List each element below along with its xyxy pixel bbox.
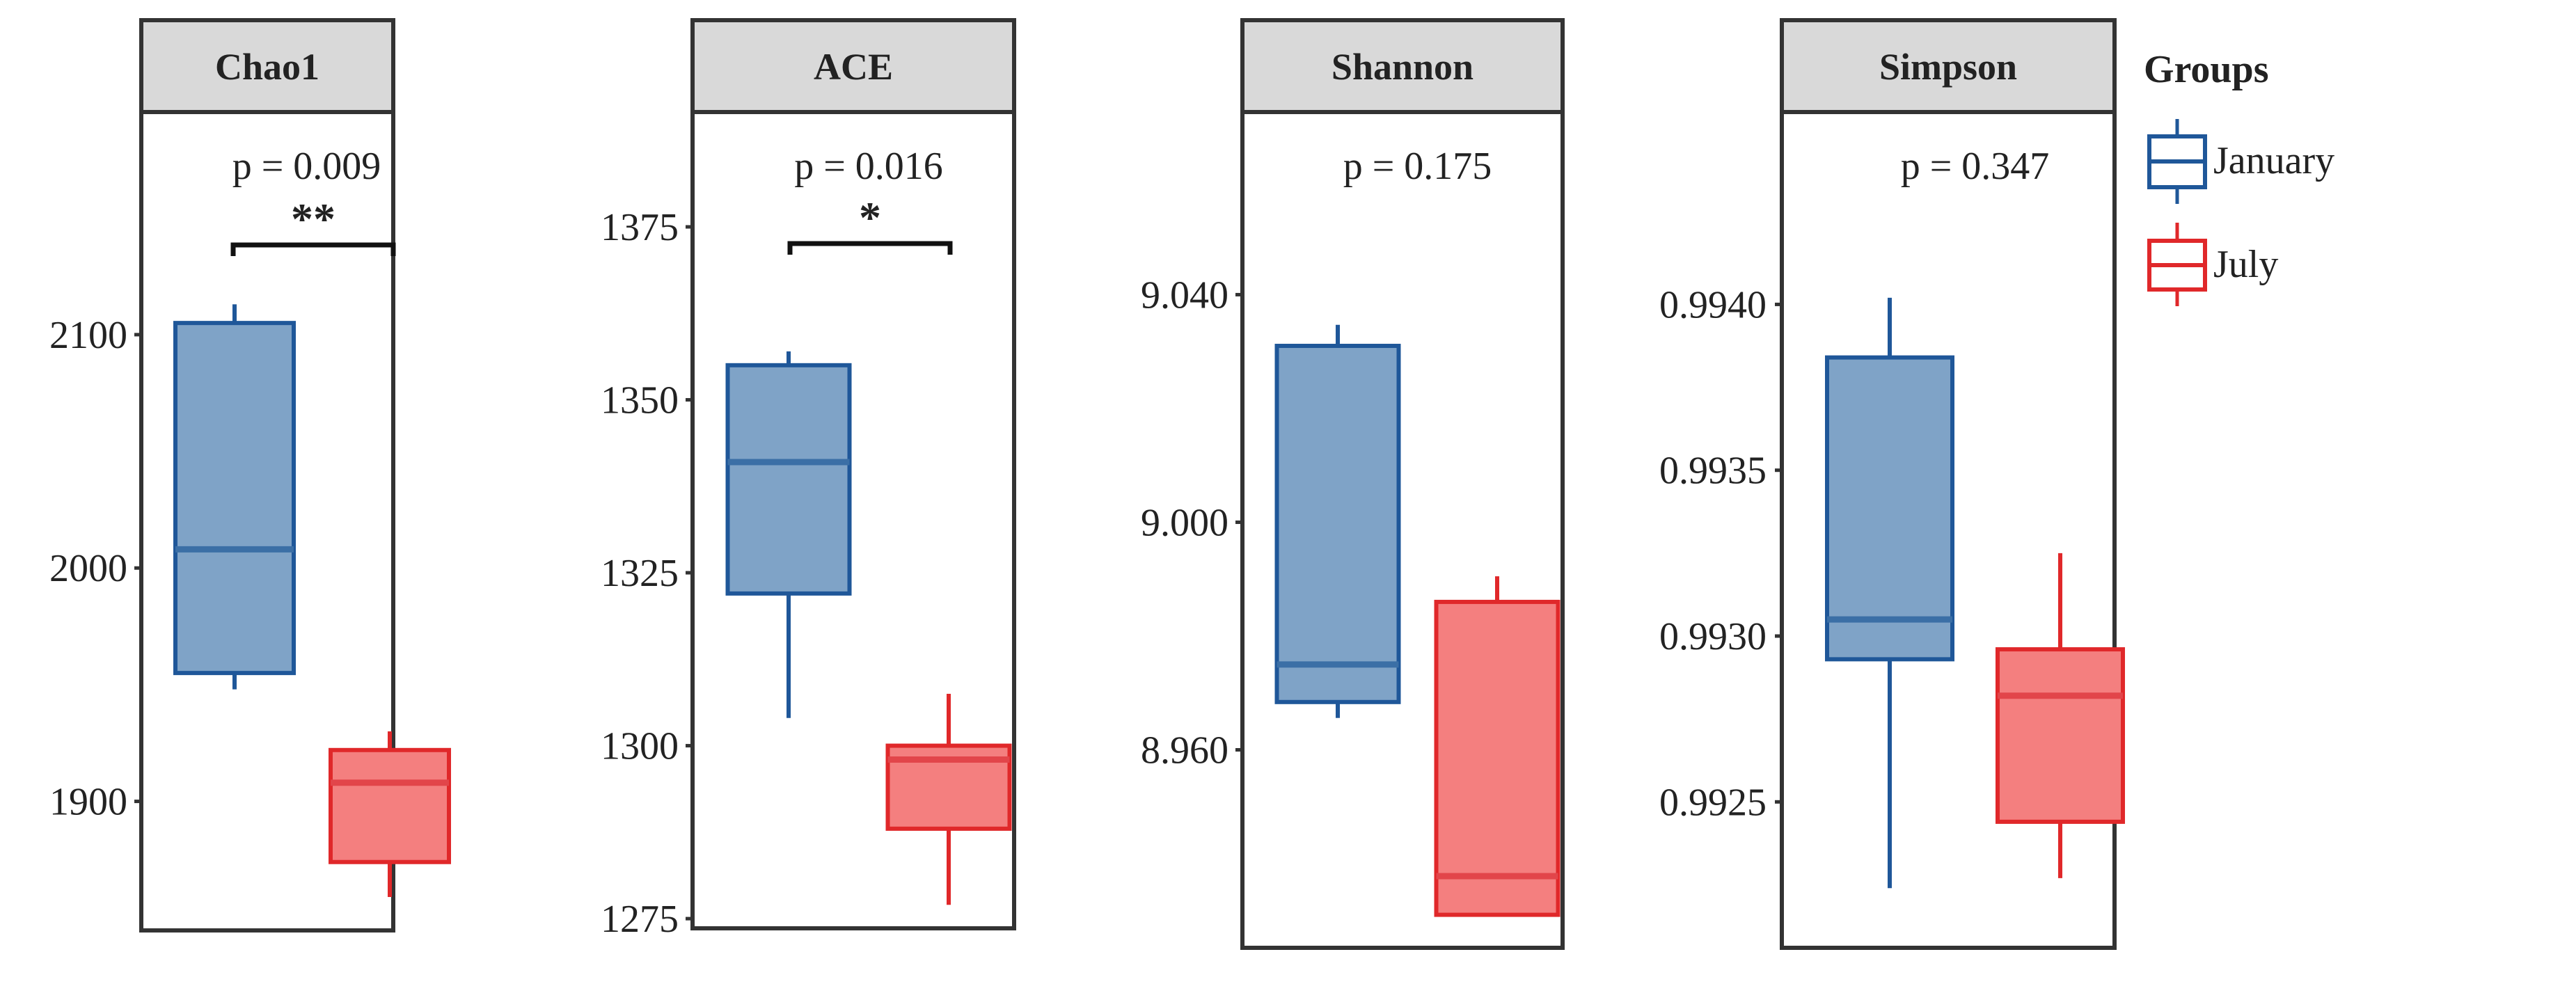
panel-header-ace <box>690 18 1016 114</box>
panel-header-shannon <box>1240 18 1565 114</box>
legend-item-january: January <box>2147 119 2334 204</box>
panel-chao1: Chao1 1900 2000 2100 p = 0.009 ** <box>49 18 451 932</box>
y-tick-label-ace-1: 1300 <box>601 725 679 768</box>
y-tick-label-chao1-0: 1900 <box>49 781 127 824</box>
boxplot-simpson-july <box>1996 553 2125 878</box>
box-chao1-july <box>329 747 451 864</box>
boxplot-simpson-january <box>1825 297 1954 889</box>
y-tick-label-chao1-1: 2000 <box>49 547 127 590</box>
panel-title-simpson: Simpson <box>1879 46 2017 88</box>
panel-simpson: Simpson 0.9925 0.9930 0.9935 0.9940 p = 0.347 <box>1659 18 2125 950</box>
p-value-shannon: p = 0.175 <box>1343 145 1492 188</box>
panel-title-shannon: Shannon <box>1332 46 1473 88</box>
boxplot-ace-january <box>725 351 852 718</box>
box-shannon-january <box>1274 344 1401 704</box>
boxplot-chao1-january <box>173 304 296 690</box>
legend-title: Groups <box>2144 48 2268 91</box>
y-tick-label-ace-2: 1325 <box>601 552 679 595</box>
panel-header-chao1 <box>139 18 395 114</box>
p-value-chao1: p = 0.009 <box>232 145 381 188</box>
box-ace-january <box>725 363 852 596</box>
box-simpson-july <box>1996 647 2125 824</box>
significance-label-ace: * <box>859 193 881 242</box>
y-tick-label-shannon-0: 8.960 <box>1141 729 1228 772</box>
panel-shannon: Shannon 8.960 9.000 9.040 p = 0.175 <box>1141 18 1565 950</box>
y-tick-label-shannon-2: 9.040 <box>1141 273 1228 317</box>
boxplot-chao1-july <box>329 731 451 898</box>
y-tick-label-simpson-3: 0.9940 <box>1659 283 1767 326</box>
panel-ace: ACE 1275 1300 1325 1350 1375 p = 0.016 * <box>601 18 1016 941</box>
box-chao1-january <box>173 321 296 676</box>
y-tick-label-simpson-0: 0.9925 <box>1659 781 1767 824</box>
p-value-ace: p = 0.016 <box>794 145 943 188</box>
y-tick-label-ace-4: 1375 <box>601 206 679 249</box>
legend-label-july: July <box>2213 243 2278 286</box>
box-shannon-july <box>1434 599 1560 917</box>
boxplot-ace-july <box>885 694 1012 905</box>
y-tick-label-simpson-1: 0.9930 <box>1659 615 1767 658</box>
legend-label-january: January <box>2213 139 2334 182</box>
panel-header-simpson <box>1780 18 2117 114</box>
legend: Groups January July <box>2144 48 2334 306</box>
y-tick-label-simpson-2: 0.9935 <box>1659 450 1767 493</box>
boxplot-shannon-january <box>1274 324 1401 718</box>
significance-label-chao1: ** <box>291 194 335 244</box>
y-tick-label-ace-0: 1275 <box>601 898 679 941</box>
y-tick-label-chao1-2: 2100 <box>49 314 127 357</box>
chart-panels: Chao1 1900 2000 2100 p = 0.009 ** ACE 1275 1300 1… <box>49 18 2125 950</box>
p-value-simpson: p = 0.347 <box>1901 145 2050 188</box>
significance-bracket-chao1 <box>230 242 396 256</box>
y-tick-label-shannon-1: 9.000 <box>1141 501 1228 544</box>
box-simpson-january <box>1825 355 1954 662</box>
panel-title-chao1: Chao1 <box>215 46 319 88</box>
y-tick-label-ace-3: 1350 <box>601 379 679 422</box>
panel-title-ace: ACE <box>814 46 893 88</box>
legend-item-july: July <box>2147 223 2278 306</box>
significance-bracket-ace <box>787 241 953 255</box>
boxplot-shannon-july <box>1434 576 1560 917</box>
